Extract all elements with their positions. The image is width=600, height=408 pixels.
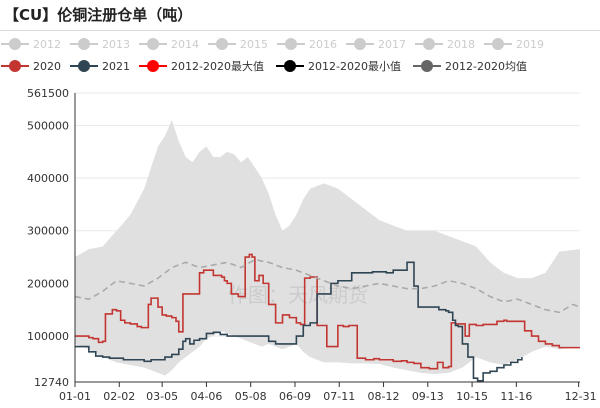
- legend-label: 2012-2020均值: [445, 60, 527, 73]
- legend-item-2014[interactable]: 2014: [138, 35, 199, 53]
- legend-label: 2016: [309, 37, 337, 51]
- legend-item-2019[interactable]: 2019: [483, 35, 544, 53]
- legend-marker-icon: [275, 57, 305, 75]
- legend-item-2012[interactable]: 2012: [0, 35, 61, 53]
- series-line-2012-2020均值: [74, 258, 581, 314]
- legend-marker-icon: [138, 35, 168, 53]
- legend-label: 2021: [102, 59, 130, 73]
- legend-label: 2019: [516, 37, 544, 51]
- legend-item-2013[interactable]: 2013: [69, 35, 130, 53]
- x-tick-label: 09-13: [412, 390, 444, 403]
- legend-marker-icon: [414, 35, 444, 53]
- x-tick-label: 04-06: [190, 390, 222, 403]
- legend-marker-icon: [483, 35, 513, 53]
- x-tick-label: 06-09: [279, 390, 311, 403]
- series-line-2020: [75, 253, 580, 370]
- x-tick-label: 01-01: [59, 390, 91, 403]
- legend-row-series: 2020 2021 2012-2020最大值 2012-2020最小值 2012-202…: [0, 57, 600, 75]
- x-tick-label: 03-05: [146, 390, 178, 403]
- legend-label: 2018: [447, 37, 475, 51]
- legend-item-2021[interactable]: 2021: [69, 57, 130, 75]
- legend-label: 2012-2020最小值: [308, 60, 401, 73]
- legend-marker-icon: [345, 35, 375, 53]
- legend-item-2020[interactable]: 2020: [0, 57, 61, 75]
- y-tick-label: 200000: [27, 277, 69, 290]
- legend-item-2012-2020最小值[interactable]: 2012-2020最小值: [275, 57, 401, 75]
- legend-label: 2015: [240, 37, 268, 51]
- legend-item-2012-2020最大值[interactable]: 2012-2020最大值: [138, 57, 264, 75]
- legend-item-2015[interactable]: 2015: [207, 35, 268, 53]
- legend-marker-icon: [276, 35, 306, 53]
- y-tick-label: 100000: [27, 330, 69, 343]
- title-divider: [0, 30, 600, 31]
- legend-marker-icon: [0, 35, 30, 53]
- range-band: [75, 120, 580, 376]
- legend-item-2017[interactable]: 2017: [345, 35, 406, 53]
- legend-label: 2012: [33, 37, 61, 51]
- legend-row-years: 2012 2013 2014 2015 2016 2017 2018 2019: [0, 35, 600, 53]
- x-tick-label: 07-11: [323, 390, 355, 403]
- legend-label: 2017: [378, 37, 406, 51]
- legend-marker-icon: [412, 57, 442, 75]
- series-line-2021: [75, 261, 523, 382]
- legend-label: 2013: [102, 37, 130, 51]
- legend-label: 2012-2020最大值: [171, 60, 264, 73]
- x-tick-label: 05-08: [235, 390, 267, 403]
- y-tick-label: 400000: [27, 172, 69, 185]
- x-tick-label: 12-31: [565, 390, 597, 403]
- legend-marker-icon: [69, 35, 99, 53]
- x-tick-label: 11-16: [500, 390, 532, 403]
- x-tick-label: 02-02: [103, 390, 135, 403]
- x-tick-label: 08-12: [368, 390, 400, 403]
- legend-label: 2020: [33, 59, 61, 73]
- watermark: 作图：天风期货: [228, 283, 368, 307]
- y-tick-label: 300000: [27, 225, 69, 238]
- legend-marker-icon: [207, 35, 237, 53]
- y-tick-label: 12740: [34, 376, 69, 389]
- legend-label: 2014: [171, 37, 199, 51]
- x-tick-label: 10-15: [456, 390, 488, 403]
- chart-title: 【CU】伦铜注册仓单（吨）: [4, 6, 193, 24]
- legend-marker-icon: [138, 57, 168, 75]
- legend-marker-icon: [69, 57, 99, 75]
- legend-item-2018[interactable]: 2018: [414, 35, 475, 53]
- y-tick-label: 500000: [27, 119, 69, 132]
- y-tick-label: 561500: [27, 87, 69, 100]
- legend-item-2016[interactable]: 2016: [276, 35, 337, 53]
- legend-marker-icon: [0, 57, 30, 75]
- legend-item-2012-2020均值[interactable]: 2012-2020均值: [412, 57, 527, 75]
